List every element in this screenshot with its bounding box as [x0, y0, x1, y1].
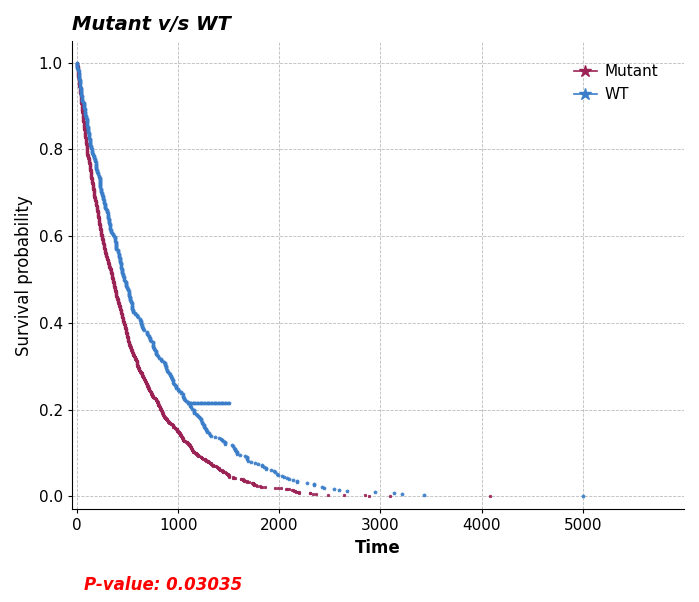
Text: P-value: 0.03035: P-value: 0.03035 [84, 576, 242, 594]
Text: Mutant v/s WT: Mutant v/s WT [72, 15, 231, 34]
Y-axis label: Survival probability: Survival probability [15, 195, 33, 356]
X-axis label: Time: Time [355, 539, 401, 557]
Legend: Mutant, WT: Mutant, WT [568, 58, 664, 108]
